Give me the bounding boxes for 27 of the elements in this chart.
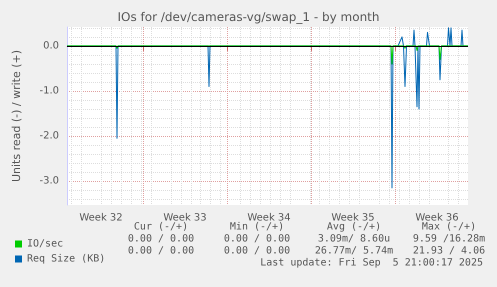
text: 9.59 /16.28m (412, 234, 486, 244)
x-tick-label: Week 34 (247, 212, 291, 224)
text: Min (-/+) (230, 222, 284, 232)
y-tick-label: -3.0 (39, 176, 59, 187)
text: 0.00 / 0.00 (128, 246, 194, 256)
y-axis-title: Units read (-) / write (+) (10, 50, 23, 182)
legend-label: IO/sec (27, 238, 64, 250)
x-tick-label: Week 35 (331, 212, 375, 224)
text: 26.77m/ 5.74m (314, 246, 394, 256)
text: 3.09m/ 8.60u (318, 234, 390, 244)
y-tick-label: -1.0 (39, 85, 59, 96)
text: Avg (-/+) (326, 222, 382, 232)
text: 21.93 / 4.06 (412, 246, 486, 256)
y-tick-label: 0.0 (43, 40, 59, 52)
text: Cur (-/+) (134, 222, 188, 232)
text: 0.00 / 0.00 (224, 246, 290, 256)
text: Max (-/+) (422, 222, 476, 232)
text: Last update: Fri Sep 5 21:00:17 2025 (260, 258, 483, 268)
x-tick-label: Week 32 (79, 212, 123, 224)
chart-title: IOs for /dev/cameras-vg/swap_1 - by month (118, 10, 380, 24)
legend-label: Req Size (KB) (27, 254, 106, 264)
text: 0.00 / 0.00 (224, 234, 290, 244)
y-tick-label: -2.0 (39, 130, 59, 142)
text: 0.00 / 0.00 (128, 234, 194, 244)
line-series (66, 45, 468, 64)
x-tick-label: Week 33 (163, 212, 207, 224)
x-tick-label: Week 36 (415, 212, 459, 224)
